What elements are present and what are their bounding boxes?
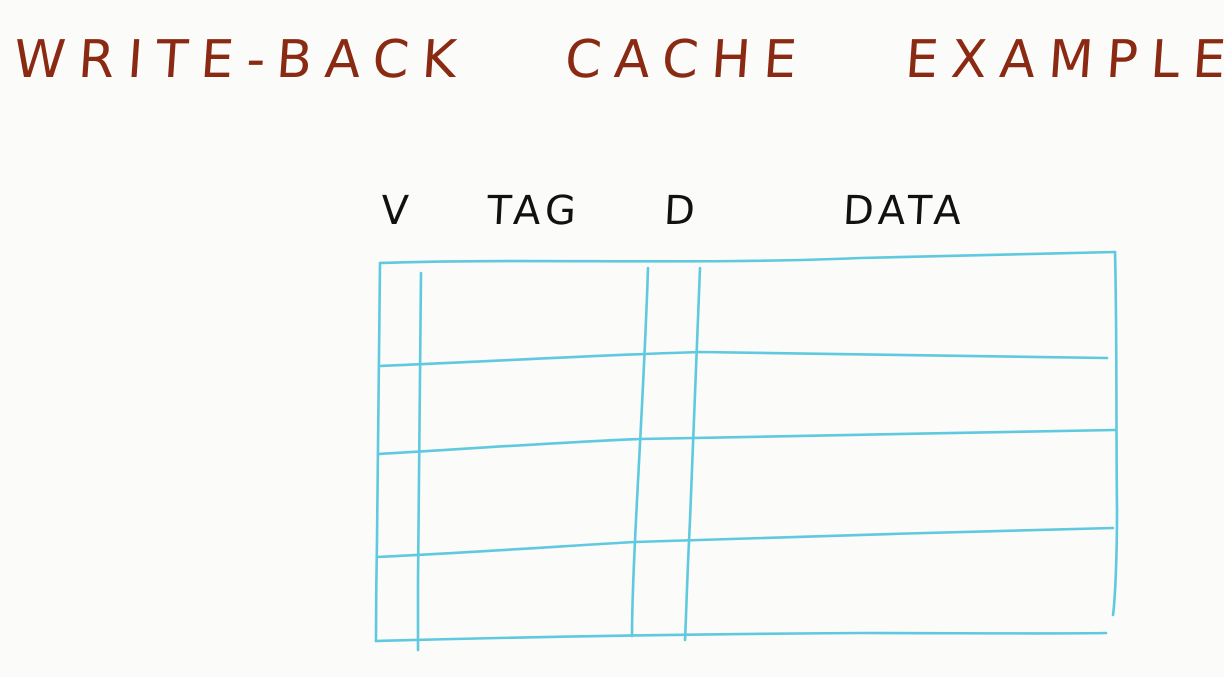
table-border-right	[1111, 250, 1119, 617]
column-divider-tag	[630, 266, 650, 638]
table-border-left	[374, 261, 382, 643]
row-divider-3	[375, 526, 1115, 559]
row-divider-2	[376, 428, 1117, 456]
column-divider-dirty	[683, 266, 702, 642]
table-border-top	[378, 250, 1117, 265]
column-divider-valid	[416, 271, 423, 652]
row-divider-1	[377, 350, 1109, 368]
table-border-bottom	[374, 631, 1108, 643]
